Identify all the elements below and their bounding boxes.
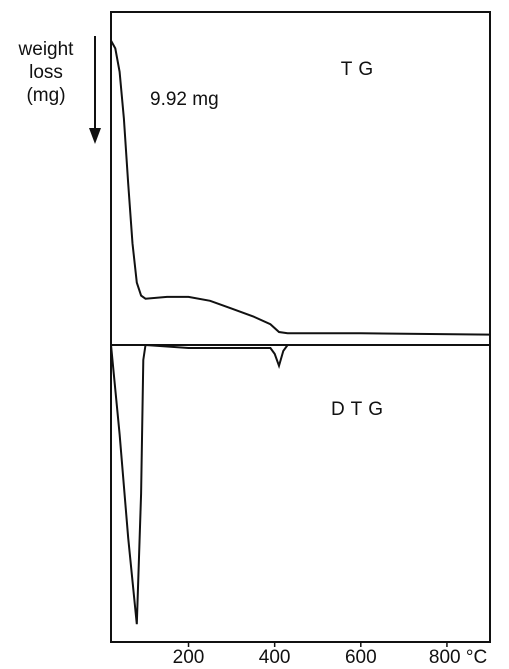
panel-title: DTG — [331, 399, 389, 420]
panel-title: TG — [341, 59, 379, 80]
curve — [110, 40, 491, 336]
arrow-head — [89, 128, 101, 144]
y-axis-label: weight — [18, 39, 75, 60]
x-tick-label: 600 — [345, 647, 377, 668]
x-tick-label: 800 °C — [429, 647, 487, 668]
curve — [110, 343, 490, 625]
y-axis-label: (mg) — [26, 85, 65, 106]
annotation: 9.92 mg — [150, 89, 219, 110]
plot-frame — [110, 11, 491, 643]
x-tick-label: 200 — [173, 647, 205, 668]
x-tick-label: 400 — [259, 647, 291, 668]
y-axis-label: loss — [29, 62, 63, 83]
